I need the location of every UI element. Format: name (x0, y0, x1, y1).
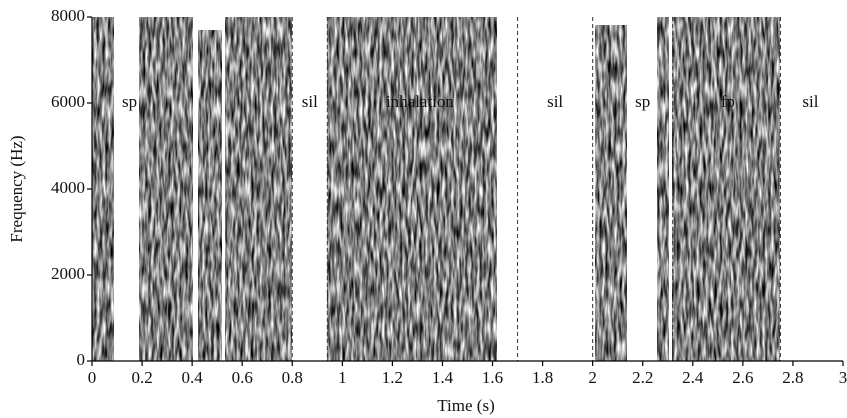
x-tick-label: 2.2 (632, 368, 653, 387)
segment-label: fp (721, 92, 735, 111)
y-tick-label: 2000 (51, 264, 85, 283)
x-tick-label: 1 (338, 368, 347, 387)
x-tick-label: 0.6 (232, 368, 253, 387)
y-tick-label: 8000 (51, 6, 85, 25)
x-axis-title: Time (s) (437, 396, 494, 415)
x-tick-label: 3 (839, 368, 847, 387)
segment-label: sp (122, 92, 137, 111)
x-tick-label: 1.8 (532, 368, 553, 387)
x-tick-label: 2 (588, 368, 597, 387)
segment-label: sil (802, 92, 818, 111)
x-tick-label: 1.4 (432, 368, 454, 387)
x-tick-label: 2.6 (732, 368, 753, 387)
segment-label: inhalation (386, 92, 454, 111)
x-tick-label: 0 (88, 368, 97, 387)
y-axis-title: Frequency (Hz) (7, 135, 26, 242)
x-tick-label: 1.2 (382, 368, 403, 387)
x-tick-label: 1.6 (482, 368, 503, 387)
segment-label: sil (302, 92, 318, 111)
x-tick-label: 0.8 (282, 368, 303, 387)
x-tick-label: 0.2 (131, 368, 152, 387)
x-tick-label: 2.4 (682, 368, 704, 387)
segment-label: sp (635, 92, 650, 111)
y-tick-label: 6000 (51, 92, 85, 111)
spectrogram-texture (92, 17, 780, 361)
y-tick-label: 4000 (51, 178, 85, 197)
segment-label: sil (547, 92, 563, 111)
x-tick-label: 0.4 (182, 368, 204, 387)
y-tick-label: 0 (77, 350, 86, 369)
x-tick-label: 2.8 (782, 368, 803, 387)
